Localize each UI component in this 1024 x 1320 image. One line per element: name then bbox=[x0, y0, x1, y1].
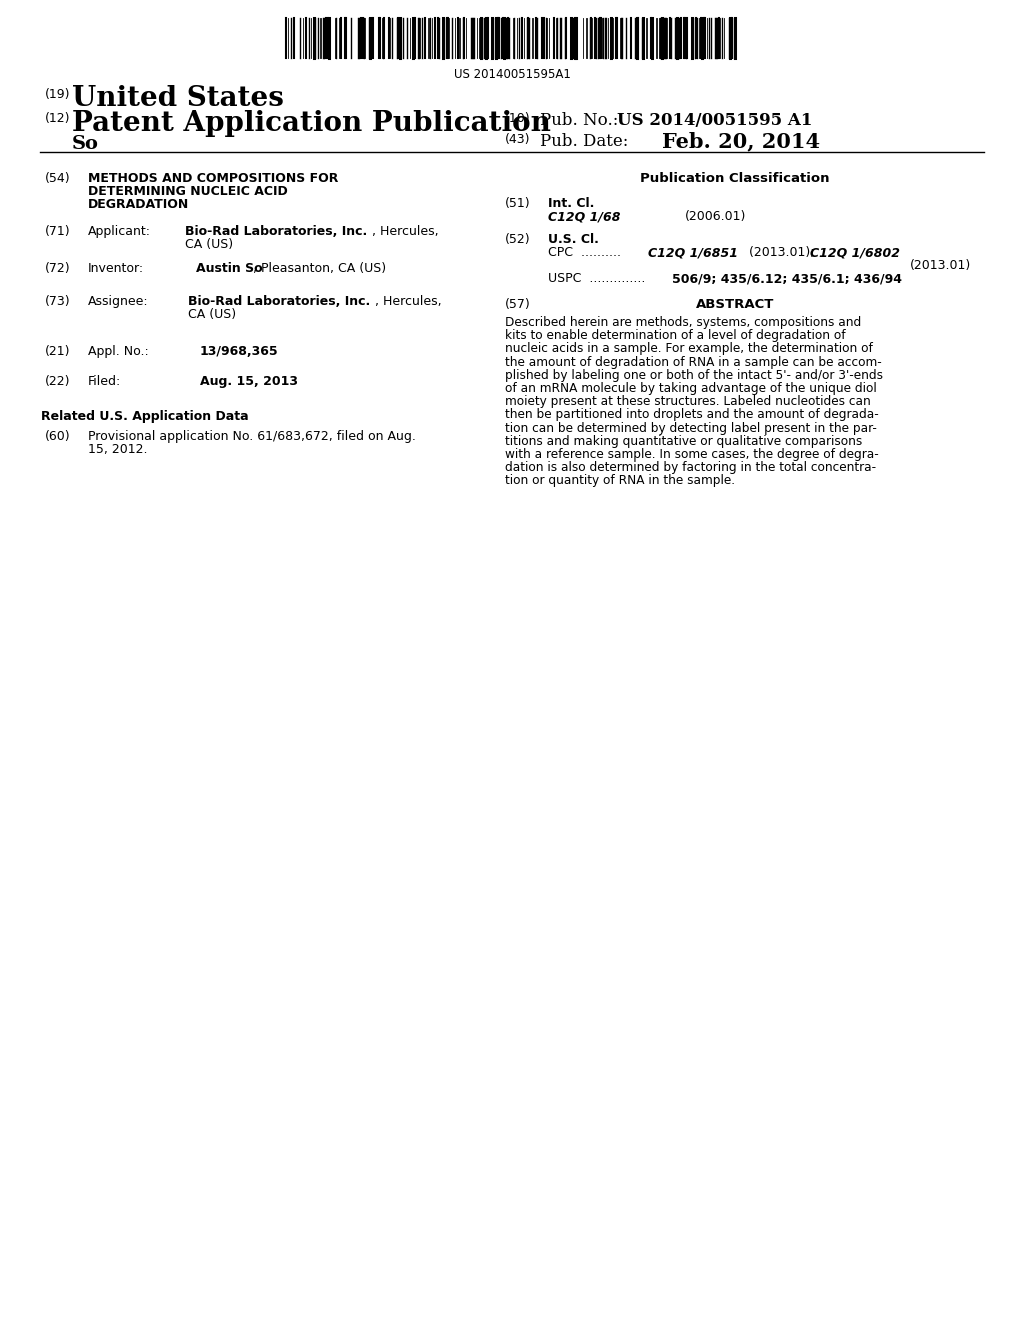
Text: tion or quantity of RNA in the sample.: tion or quantity of RNA in the sample. bbox=[505, 474, 735, 487]
Text: Filed:: Filed: bbox=[88, 375, 121, 388]
Text: plished by labeling one or both of the intact 5'- and/or 3'-ends: plished by labeling one or both of the i… bbox=[505, 368, 883, 381]
Text: Inventor:: Inventor: bbox=[88, 261, 144, 275]
Text: (22): (22) bbox=[45, 375, 71, 388]
Text: Patent Application Publication: Patent Application Publication bbox=[72, 110, 551, 137]
Text: (10): (10) bbox=[505, 112, 530, 125]
Text: METHODS AND COMPOSITIONS FOR: METHODS AND COMPOSITIONS FOR bbox=[88, 172, 338, 185]
Text: Assignee:: Assignee: bbox=[88, 294, 148, 308]
Text: of an mRNA molecule by taking advantage of the unique diol: of an mRNA molecule by taking advantage … bbox=[505, 381, 877, 395]
Text: Int. Cl.: Int. Cl. bbox=[548, 197, 594, 210]
Text: with a reference sample. In some cases, the degree of degra-: with a reference sample. In some cases, … bbox=[505, 447, 879, 461]
Text: Feb. 20, 2014: Feb. 20, 2014 bbox=[662, 131, 820, 150]
Text: (12): (12) bbox=[45, 112, 71, 125]
Text: CA (US): CA (US) bbox=[185, 238, 233, 251]
Text: C12Q 1/68: C12Q 1/68 bbox=[548, 210, 621, 223]
Text: United States: United States bbox=[72, 84, 284, 112]
Text: (21): (21) bbox=[45, 345, 71, 358]
Text: moiety present at these structures. Labeled nucleotides can: moiety present at these structures. Labe… bbox=[505, 395, 870, 408]
Text: Pub. No.:: Pub. No.: bbox=[540, 112, 624, 129]
Text: U.S. Cl.: U.S. Cl. bbox=[548, 234, 599, 246]
Text: Provisional application No. 61/683,672, filed on Aug.: Provisional application No. 61/683,672, … bbox=[88, 430, 416, 444]
Text: So: So bbox=[72, 135, 99, 153]
Text: (51): (51) bbox=[505, 197, 530, 210]
Text: C12Q 1/6851: C12Q 1/6851 bbox=[648, 246, 738, 259]
Text: , Hercules,: , Hercules, bbox=[375, 294, 441, 308]
Text: (54): (54) bbox=[45, 172, 71, 185]
Text: (52): (52) bbox=[505, 234, 530, 246]
Text: (72): (72) bbox=[45, 261, 71, 275]
Text: DEGRADATION: DEGRADATION bbox=[88, 198, 189, 211]
Text: (73): (73) bbox=[45, 294, 71, 308]
Text: kits to enable determination of a level of degradation of: kits to enable determination of a level … bbox=[505, 329, 846, 342]
Text: titions and making quantitative or qualitative comparisons: titions and making quantitative or quali… bbox=[505, 434, 862, 447]
Text: Appl. No.:: Appl. No.: bbox=[88, 345, 148, 358]
Text: nucleic acids in a sample. For example, the determination of: nucleic acids in a sample. For example, … bbox=[505, 342, 872, 355]
Text: (2013.01): (2013.01) bbox=[910, 259, 971, 272]
Text: (43): (43) bbox=[505, 133, 530, 147]
Text: 13/968,365: 13/968,365 bbox=[200, 345, 279, 358]
Text: dation is also determined by factoring in the total concentra-: dation is also determined by factoring i… bbox=[505, 461, 877, 474]
Text: Aug. 15, 2013: Aug. 15, 2013 bbox=[200, 375, 298, 388]
Text: Austin So: Austin So bbox=[196, 261, 262, 275]
Text: then be partitioned into droplets and the amount of degrada-: then be partitioned into droplets and th… bbox=[505, 408, 879, 421]
Text: tion can be determined by detecting label present in the par-: tion can be determined by detecting labe… bbox=[505, 421, 877, 434]
Text: Pub. Date:: Pub. Date: bbox=[540, 133, 629, 150]
Text: Related U.S. Application Data: Related U.S. Application Data bbox=[41, 411, 249, 422]
Text: USPC  ..............: USPC .............. bbox=[548, 272, 645, 285]
Text: , Pleasanton, CA (US): , Pleasanton, CA (US) bbox=[253, 261, 386, 275]
Text: , Hercules,: , Hercules, bbox=[372, 224, 438, 238]
Text: Publication Classification: Publication Classification bbox=[640, 172, 829, 185]
Text: CPC  ..........: CPC .......... bbox=[548, 246, 621, 259]
Text: (2013.01);: (2013.01); bbox=[745, 246, 814, 259]
Text: Described herein are methods, systems, compositions and: Described herein are methods, systems, c… bbox=[505, 315, 861, 329]
Text: (60): (60) bbox=[45, 430, 71, 444]
Text: US 20140051595A1: US 20140051595A1 bbox=[454, 69, 570, 81]
Text: ABSTRACT: ABSTRACT bbox=[696, 298, 774, 312]
Text: Bio-Rad Laboratories, Inc.: Bio-Rad Laboratories, Inc. bbox=[188, 294, 371, 308]
Text: DETERMINING NUCLEIC ACID: DETERMINING NUCLEIC ACID bbox=[88, 185, 288, 198]
Text: 506/9; 435/6.12; 435/6.1; 436/94: 506/9; 435/6.12; 435/6.1; 436/94 bbox=[672, 272, 902, 285]
Text: (57): (57) bbox=[505, 298, 530, 312]
Text: C12Q 1/6802: C12Q 1/6802 bbox=[810, 246, 900, 259]
Text: (71): (71) bbox=[45, 224, 71, 238]
Text: 15, 2012.: 15, 2012. bbox=[88, 444, 147, 455]
Text: Applicant:: Applicant: bbox=[88, 224, 151, 238]
Text: (2006.01): (2006.01) bbox=[685, 210, 746, 223]
Text: Bio-Rad Laboratories, Inc.: Bio-Rad Laboratories, Inc. bbox=[185, 224, 368, 238]
Text: the amount of degradation of RNA in a sample can be accom-: the amount of degradation of RNA in a sa… bbox=[505, 355, 882, 368]
Text: CA (US): CA (US) bbox=[188, 308, 237, 321]
Text: US 2014/0051595 A1: US 2014/0051595 A1 bbox=[617, 112, 812, 129]
Text: (19): (19) bbox=[45, 88, 71, 102]
